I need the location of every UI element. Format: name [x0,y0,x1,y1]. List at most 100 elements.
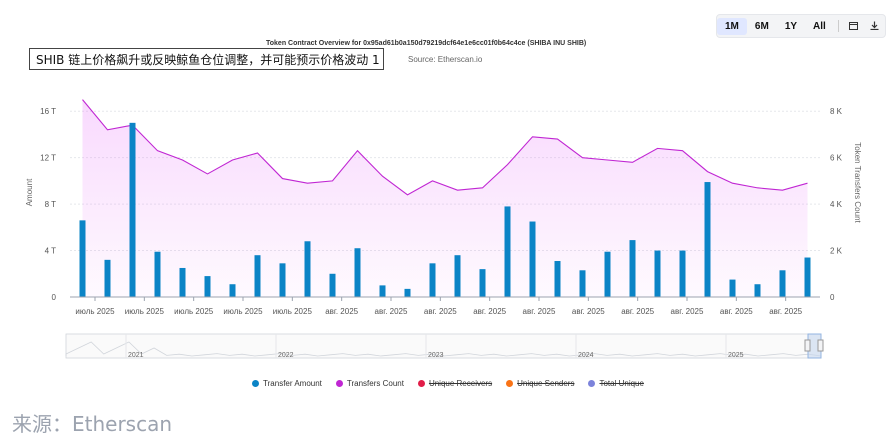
chart-legend: Transfer Amount Transfers Count Unique R… [0,379,896,388]
transfer-amount-bar [154,251,161,297]
legend-label: Transfer Amount [263,379,322,388]
legend-dot [335,380,343,387]
transfer-amount-bar [454,255,461,297]
transfer-amount-bar [379,285,386,297]
transfer-amount-bar [479,269,486,297]
x-tick-label: авг. 2025 [424,307,457,316]
y-left-tick-label: 12 T [40,154,56,163]
legend-dot [506,380,514,387]
transfer-amount-bar [79,220,86,297]
legend-label: Transfers Count [346,379,404,388]
y-right-tick-label: 0 [830,293,835,302]
x-tick-label: авг. 2025 [720,307,753,316]
navigator-frame [65,333,822,359]
range-navigator: 2021 2022 2023 2024 2025 [65,333,824,359]
range-all-button[interactable]: All [813,20,826,32]
transfer-amount-bar [229,284,236,297]
y-left-tick-label: 16 T [40,107,56,116]
transfer-amount-bar [204,276,211,297]
range-6m-button[interactable]: 6M [754,20,769,32]
transfers-count-line [82,99,808,196]
x-tick-label: июль 2025 [75,307,115,316]
y-right-axis-title: Token Transfers Count [853,142,862,223]
transfer-amount-bar [579,270,586,297]
x-tick-label: авг. 2025 [769,307,802,316]
transfer-amount-bar [354,248,361,297]
x-tick-label: авг. 2025 [473,307,506,316]
transfer-amount-bar [704,182,711,297]
navigator-left-handle[interactable] [804,339,811,352]
x-tick-label: авг. 2025 [572,307,605,316]
calendar-icon[interactable] [843,21,864,32]
download-icon[interactable] [864,21,885,32]
navigator-year-label: 2021 [128,352,144,359]
navigator-year-label: 2022 [278,352,294,359]
x-tick-label: июль 2025 [174,307,214,316]
legend-dot [252,380,260,387]
y-left-tick-label: 8 T [45,200,57,209]
y-left-axis-title: Amount [25,178,34,206]
transfer-amount-bar [129,122,136,297]
y-left-tick-label: 0 [52,293,57,302]
axes: 0 4 T 8 T 12 T 16 T 0 2 K 4 K 6 K 8 K Amount Token … [25,107,862,316]
range-divider [837,20,839,32]
legend-dot [417,380,425,387]
x-tick-label: июль 2025 [223,307,263,316]
legend-total-unique[interactable]: Total Unique [588,379,644,388]
chart-title: Token Contract Overview for 0x95ad61b0a1… [266,40,587,47]
y-left-tick-label: 4 T [45,247,57,256]
navigator-right-handle[interactable] [817,339,824,352]
transfer-amount-bar [779,270,786,297]
transfer-amount-bar [104,259,111,297]
x-tick-label: авг. 2025 [523,307,556,316]
x-tick-label: авг. 2025 [325,307,358,316]
legend-label: Unique Receivers [428,379,493,388]
source-note: 来源：Etherscan [12,412,173,436]
transfer-amount-bar [304,241,311,297]
y-right-tick-label: 4 K [830,200,843,209]
transfer-amount-bar [629,240,636,297]
y-right-tick-label: 6 K [830,154,843,163]
legend-label: Unique Senders [517,379,575,388]
y-right-tick-label: 8 K [830,107,843,116]
transfer-amount-bar [404,288,411,297]
transfer-amount-bar [754,284,761,297]
x-tick-label: авг. 2025 [621,307,654,316]
navigator-series [65,341,822,357]
transfer-amount-bar [654,250,661,297]
legend-transfer-amount[interactable]: Transfer Amount [252,379,322,388]
range-1y-button[interactable]: 1Y [784,20,798,32]
chart-subtitle: Source: Etherscan.io [408,55,483,64]
legend-dot [588,380,596,387]
transfer-amount-bar [729,279,736,297]
transfer-amount-bar [429,263,436,297]
navigator-year-label: 2023 [428,352,444,359]
transfer-amount-bars [79,122,811,297]
navigator-year-label: 2025 [728,352,744,359]
range-selector: 1M 6M 1Y All [716,14,886,38]
transfer-amount-bar [254,255,261,297]
transfer-amount-bar [804,257,811,297]
x-tick-label: авг. 2025 [375,307,408,316]
x-tick-label: июль 2025 [273,307,313,316]
transfer-amount-bar [554,261,561,297]
y-right-tick-label: 2 K [830,247,843,256]
navigator-year-label: 2024 [578,352,594,359]
caption-box: SHIB 链上价格飙升或反映鲸鱼仓位调整，并可能预示价格波动 1 [29,48,384,70]
legend-label: Total Unique [599,379,644,388]
transfers-count-area [82,99,808,297]
x-tick-label: авг. 2025 [671,307,704,316]
range-1m-button[interactable]: 1M [717,17,747,35]
transfer-amount-bar [529,221,536,297]
transfer-amount-bar [279,263,286,297]
legend-transfers-count[interactable]: Transfers Count [335,379,404,388]
transfer-amount-bar [329,273,336,297]
legend-unique-receivers[interactable]: Unique Receivers [417,379,493,388]
transfer-amount-bar [604,251,611,297]
x-tick-label: июль 2025 [125,307,165,316]
transfers-count-fill [82,99,808,297]
transfer-amount-bar [504,206,511,297]
transfer-amount-bar [179,267,186,297]
legend-unique-senders[interactable]: Unique Senders [506,379,574,388]
